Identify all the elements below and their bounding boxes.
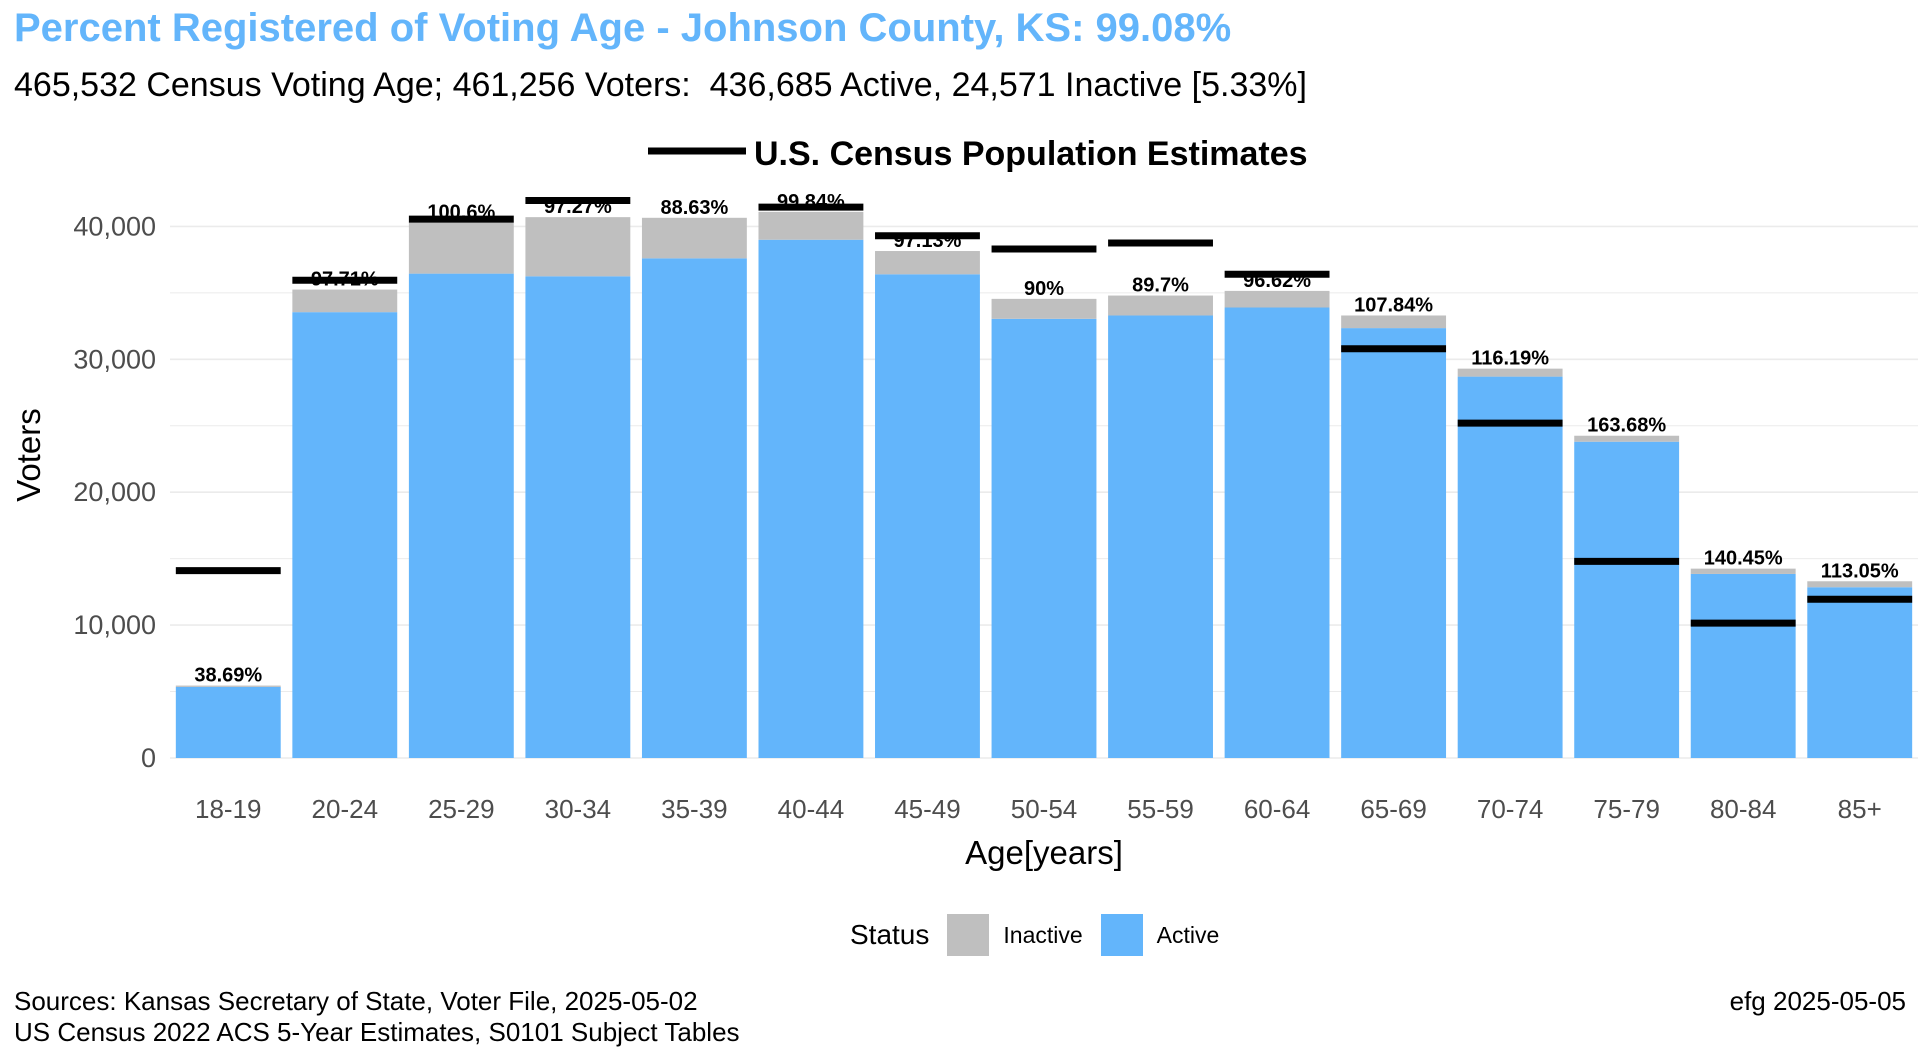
x-tick-label: 75-79 xyxy=(1593,794,1660,824)
bar-inactive xyxy=(991,298,1097,319)
bar-active xyxy=(758,239,864,758)
x-tick-label: 40-44 xyxy=(778,794,845,824)
chart-subtitle: 465,532 Census Voting Age; 461,256 Voter… xyxy=(14,66,1307,104)
y-tick-label: 20,000 xyxy=(73,477,156,507)
bar-inactive xyxy=(1574,435,1680,442)
x-tick-label: 25-29 xyxy=(428,794,495,824)
sources-note: Sources: Kansas Secretary of State, Vote… xyxy=(14,986,740,1048)
bar-inactive xyxy=(408,222,514,274)
percent-label: 116.19% xyxy=(1471,348,1549,370)
x-axis-title: Age[years] xyxy=(965,834,1123,871)
bar-active xyxy=(1807,587,1913,758)
sources-line-2: US Census 2022 ACS 5-Year Estimates, S01… xyxy=(14,1017,740,1047)
bar-active xyxy=(875,274,980,758)
bar-active xyxy=(1341,328,1447,758)
legend-swatch-inactive xyxy=(947,914,990,956)
y-axis-title: Voters xyxy=(10,408,47,502)
bar-active xyxy=(1457,376,1563,758)
bar-active xyxy=(292,312,398,758)
x-tick-label: 70-74 xyxy=(1477,794,1544,824)
census-legend-label: U.S. Census Population Estimates xyxy=(754,135,1308,173)
percent-label: 140.45% xyxy=(1704,548,1783,570)
x-tick-label: 55-59 xyxy=(1127,794,1194,824)
bar-inactive xyxy=(1457,368,1563,377)
legend-swatch-active xyxy=(1100,914,1143,956)
bar-active xyxy=(525,276,631,758)
bar-active xyxy=(408,273,514,758)
bar-active xyxy=(1224,307,1330,758)
x-tick-label: 80-84 xyxy=(1710,794,1777,824)
bar-inactive xyxy=(875,251,980,275)
percent-label: 163.68% xyxy=(1587,415,1666,437)
x-tick-label: 18-19 xyxy=(195,794,262,824)
x-tick-label: 30-34 xyxy=(545,794,612,824)
percent-label: 90% xyxy=(1024,278,1064,300)
bar-active xyxy=(1690,573,1796,758)
legend-title: Status xyxy=(850,919,930,950)
x-tick-label: 20-24 xyxy=(312,794,379,824)
bar-inactive xyxy=(1807,581,1913,588)
bar-inactive xyxy=(1341,315,1447,329)
chart-title: Percent Registered of Voting Age - Johns… xyxy=(14,6,1232,50)
percent-label: 89.7% xyxy=(1132,275,1189,297)
bar-inactive xyxy=(525,217,631,277)
y-tick-label: 30,000 xyxy=(73,344,156,374)
legend-label-active: Active xyxy=(1156,921,1220,948)
bar-active xyxy=(991,318,1097,758)
bar-inactive xyxy=(1690,568,1796,574)
percent-label: 113.05% xyxy=(1821,560,1899,582)
bar-inactive xyxy=(292,289,398,313)
bar-inactive xyxy=(175,685,281,687)
bar-inactive xyxy=(1224,290,1330,308)
bar-active xyxy=(1574,441,1680,758)
bar-inactive xyxy=(641,217,747,259)
x-tick-label: 50-54 xyxy=(1011,794,1078,824)
credit-note: efg 2025-05-05 xyxy=(1729,986,1906,1016)
legend: Status Inactive Active xyxy=(850,914,1237,956)
bar-inactive xyxy=(758,211,864,240)
legend-label-inactive: Inactive xyxy=(1003,921,1083,948)
bar-inactive xyxy=(1108,295,1213,316)
y-tick-label: 40,000 xyxy=(73,211,156,241)
percent-label: 107.84% xyxy=(1354,294,1433,316)
bar-active xyxy=(1108,315,1213,758)
bar-active xyxy=(641,258,747,758)
y-tick-label: 0 xyxy=(141,743,156,773)
bar-active xyxy=(175,686,281,758)
x-tick-label: 85+ xyxy=(1838,794,1882,824)
x-tick-label: 45-49 xyxy=(894,794,961,824)
x-tick-label: 65-69 xyxy=(1360,794,1427,824)
y-tick-label: 10,000 xyxy=(73,610,156,640)
sources-line-1: Sources: Kansas Secretary of State, Vote… xyxy=(14,986,698,1016)
x-tick-label: 60-64 xyxy=(1244,794,1311,824)
percent-label: 88.63% xyxy=(660,197,728,219)
x-tick-label: 35-39 xyxy=(661,794,728,824)
percent-label: 38.69% xyxy=(194,665,262,687)
